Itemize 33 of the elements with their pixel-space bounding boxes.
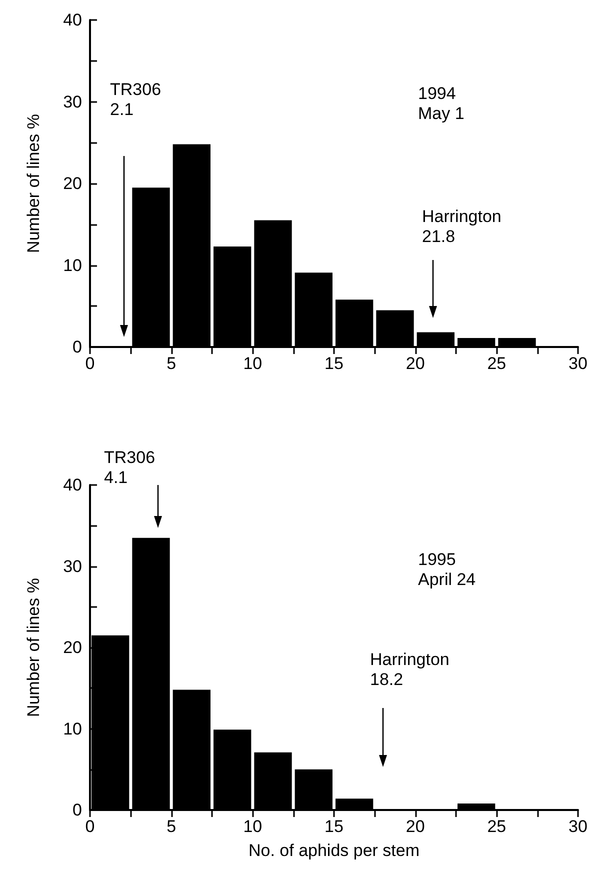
y-tick-label: 40 [63,10,82,30]
x-tick-label: 10 [243,817,262,836]
y-tick-label: 10 [63,256,82,275]
y-tick-label: 10 [63,719,82,738]
x-tick-label: 30 [568,817,588,836]
y-tick-label: 30 [63,92,82,112]
annotation: Harrington 21.8 [422,207,502,247]
y-tick-label: 30 [63,556,82,576]
annotation: 1995 April 24 [418,550,476,590]
annotation: TR306 4.1 [104,448,156,488]
x-tick-label: 20 [406,817,425,836]
y-tick-label: 20 [63,638,82,657]
y-tick-label: 0 [72,338,82,356]
y-tick-label: 0 [72,800,82,820]
x-tick-label: 0 [85,817,95,836]
x-tick-label: 5 [166,817,176,836]
x-tick-label: 5 [166,354,176,373]
x-tick-label: 15 [324,354,344,373]
x-axis-title: No. of aphids per stem [248,841,420,860]
x-tick-label: 20 [406,354,425,373]
y-tick-label: 40 [63,476,82,494]
annotation: Harrington 18.2 [370,650,450,690]
x-tick-label: 30 [568,354,588,373]
annotation: 1994 May 1 [418,84,464,124]
y-axis-title: Number of lines % [24,578,43,717]
x-tick-label: 25 [487,354,506,373]
x-tick-label: 0 [85,354,95,373]
x-tick-label: 15 [324,817,344,836]
x-tick-label: 25 [487,817,506,836]
y-tick-label: 20 [63,174,82,193]
y-axis-title: Number of lines % [24,114,43,253]
x-tick-label: 10 [243,354,262,373]
annotation: TR306 2.1 [110,80,162,120]
